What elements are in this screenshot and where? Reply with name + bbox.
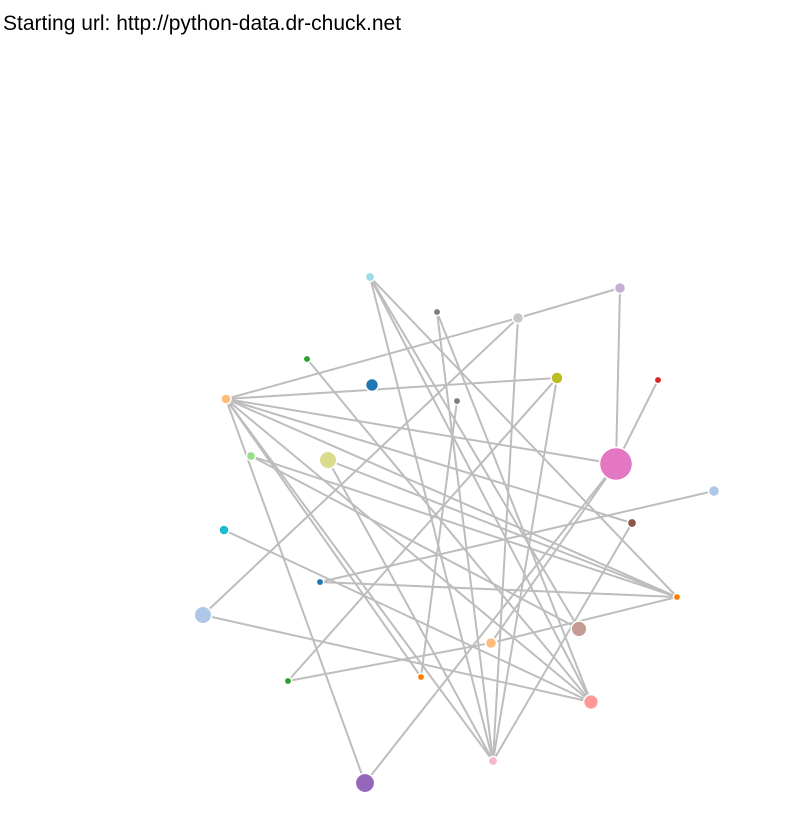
graph-node[interactable] (364, 271, 376, 283)
starting-url-heading: Starting url: http://python-data.dr-chuc… (3, 12, 402, 35)
graph-edge (225, 398, 633, 524)
graph-node[interactable] (432, 307, 442, 317)
graph-edge (287, 642, 492, 682)
graph-edge (615, 287, 621, 465)
graph-edge (490, 596, 678, 644)
graph-edge (517, 287, 621, 319)
graph-edge (319, 490, 715, 583)
graph-node[interactable] (598, 446, 634, 482)
graph-edge (364, 463, 617, 784)
graph-edge (250, 455, 678, 598)
graph-node[interactable] (315, 577, 325, 587)
graph-edge (327, 459, 678, 598)
graph-edge (420, 400, 458, 678)
graph-node[interactable] (511, 311, 525, 325)
graph-edge (492, 522, 633, 762)
graph-edge (202, 614, 592, 703)
graph-edge (202, 317, 519, 616)
graph-node[interactable] (484, 636, 498, 650)
graph-node[interactable] (672, 592, 682, 602)
graph-node[interactable] (193, 605, 213, 625)
graph-edge (319, 581, 678, 598)
graph-edge (250, 455, 580, 630)
graph-edge (225, 317, 519, 400)
graph-edge (287, 377, 558, 682)
graph-edge (225, 398, 678, 598)
graph-node[interactable] (653, 375, 663, 385)
graph-node[interactable] (707, 484, 721, 498)
graph-edge (327, 459, 494, 762)
edge-layer (202, 276, 715, 784)
graph-edge (492, 377, 558, 762)
graph-node[interactable] (626, 517, 638, 529)
graph-edge (225, 377, 558, 400)
graph-edge (436, 311, 494, 762)
graph-node[interactable] (283, 676, 293, 686)
graph-node[interactable] (582, 693, 600, 711)
graph-node[interactable] (245, 450, 257, 462)
graph-edge (436, 311, 592, 703)
graph-node[interactable] (550, 371, 564, 385)
graph-node[interactable] (416, 672, 426, 682)
graph-edge (369, 276, 678, 598)
graph-node[interactable] (570, 620, 588, 638)
graph-edge (225, 398, 494, 762)
graph-edge (225, 398, 366, 784)
graph-edge (306, 358, 592, 703)
graph-node[interactable] (613, 281, 627, 295)
graph-node[interactable] (354, 772, 376, 794)
node-layer (193, 271, 721, 794)
graph-node[interactable] (318, 450, 338, 470)
graph-edge (225, 398, 592, 703)
graph-node[interactable] (302, 354, 312, 364)
graph-node[interactable] (220, 393, 232, 405)
graph-edge (225, 398, 617, 465)
graph-edge (369, 276, 580, 630)
graph-node[interactable] (487, 755, 499, 767)
graph-edge (490, 463, 617, 644)
graph-edge (223, 529, 592, 703)
graph-node[interactable] (452, 396, 462, 406)
graph-node[interactable] (218, 524, 230, 536)
graph-edge (225, 398, 422, 678)
graph-node[interactable] (364, 377, 380, 393)
